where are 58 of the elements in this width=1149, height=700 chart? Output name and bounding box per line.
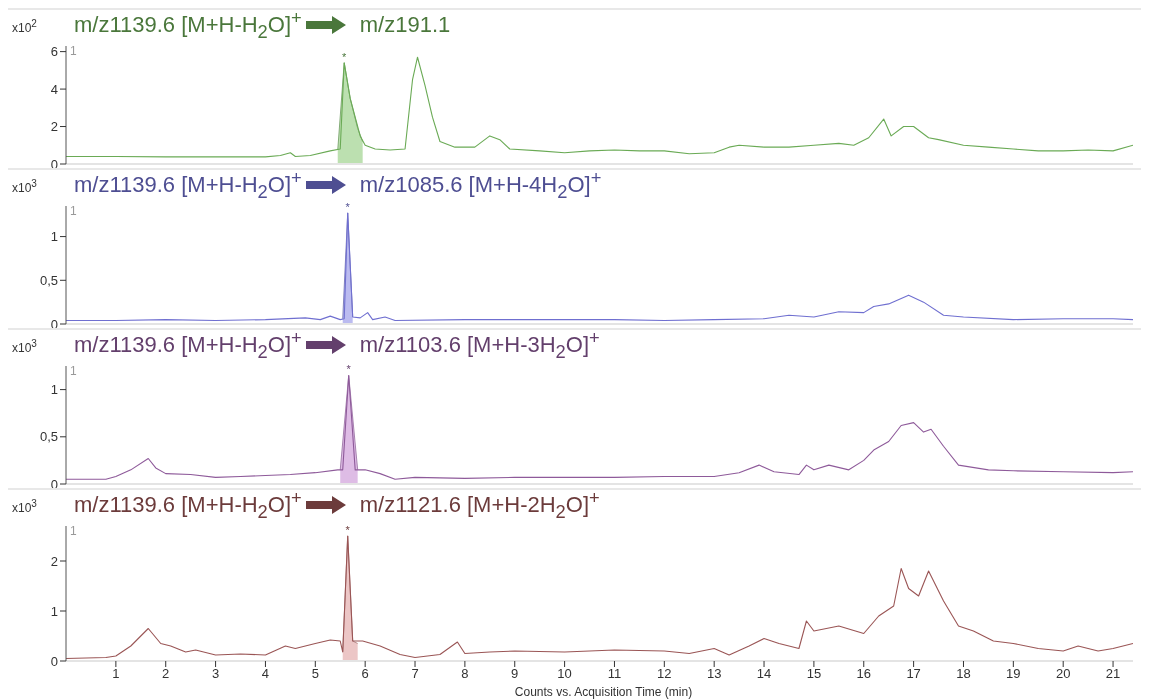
annotation: 1 (70, 524, 77, 538)
x-tick-label: 15 (806, 666, 822, 682)
y-axis-title: x10$^{2}$ (12, 18, 37, 35)
y-tick-label: 1 (50, 382, 58, 398)
y-tick-label: 0 (50, 476, 58, 492)
x-tick-label: 9 (511, 666, 519, 682)
y-tick-label: 2 (50, 553, 58, 569)
annotation: * (345, 200, 351, 213)
x-tick-label: 17 (906, 666, 921, 682)
x-tick-label: 18 (956, 666, 971, 682)
y-tick-label: 1 (50, 229, 58, 245)
chart-subtitle: m/z1121.6 [M+H-2H$_{2}$O]$^{+}$ (359, 487, 600, 523)
x-tick-label: 1 (112, 666, 120, 682)
chart-title: m/z1139.6 [M+H-H$_{2}$O]$^{+}$ (74, 167, 302, 203)
annotation: 1 (70, 44, 77, 58)
y-tick-label: 1 (50, 603, 58, 619)
y-tick-label: 0,5 (39, 272, 58, 288)
x-tick-label: 21 (1105, 666, 1121, 682)
annotation: 1 (70, 204, 77, 218)
x-tick-label: 14 (756, 666, 772, 682)
y-tick-label: 0,5 (39, 429, 58, 445)
chart-title: m/z1139.6 [M+H-H$_{2}$O]$^{+}$ (74, 327, 302, 363)
y-tick-label: 4 (50, 81, 58, 97)
chart-subtitle: m/z1085.6 [M+H-4H$_{2}$O]$^{+}$ (359, 167, 602, 203)
y-tick-label: 0 (50, 156, 58, 172)
x-tick-label: 6 (361, 666, 369, 682)
annotation: * (345, 524, 351, 536)
x-axis-title: Counts vs. Acquisition Time (min) (514, 685, 693, 699)
y-tick-label: 0 (50, 316, 58, 332)
y-tick-label: 2 (50, 119, 58, 135)
chart-subtitle: m/z1103.6 [M+H-3H$_{2}$O]$^{+}$ (359, 327, 600, 363)
x-tick-label: 19 (1006, 666, 1021, 682)
x-tick-label: 13 (706, 666, 722, 682)
line-series (66, 535, 1133, 660)
annotation: * (346, 363, 352, 376)
x-tick-label: 2 (162, 666, 170, 682)
x-tick-label: 5 (311, 666, 319, 682)
x-tick-label: 3 (211, 666, 220, 682)
x-tick-label: 20 (1055, 666, 1071, 682)
x-tick-label: 16 (856, 666, 871, 682)
x-tick-label: 4 (261, 666, 270, 682)
annotation: 1 (70, 364, 77, 378)
line-series (66, 374, 1133, 480)
x-tick-label: 12 (657, 666, 672, 682)
x-tick-label: 11 (607, 666, 622, 682)
x-tick-label: 7 (411, 666, 419, 682)
y-axis-title: x10$^{3}$ (12, 338, 37, 355)
x-tick-label: 8 (461, 666, 469, 682)
y-tick-label: 0 (50, 653, 58, 669)
chart-title: m/z1139.6 [M+H-H$_{2}$O]$^{+}$ (74, 7, 302, 43)
chart-subtitle: m/z191.1 (359, 12, 451, 38)
annotation: * (342, 50, 348, 63)
x-tick-label: 10 (557, 666, 572, 682)
line-series (66, 56, 1133, 158)
chart-title: m/z1139.6 [M+H-H$_{2}$O]$^{+}$ (74, 487, 302, 523)
y-tick-label: 6 (50, 44, 58, 60)
y-axis-title: x10$^{3}$ (12, 498, 37, 515)
y-axis-title: x10$^{3}$ (12, 178, 37, 195)
